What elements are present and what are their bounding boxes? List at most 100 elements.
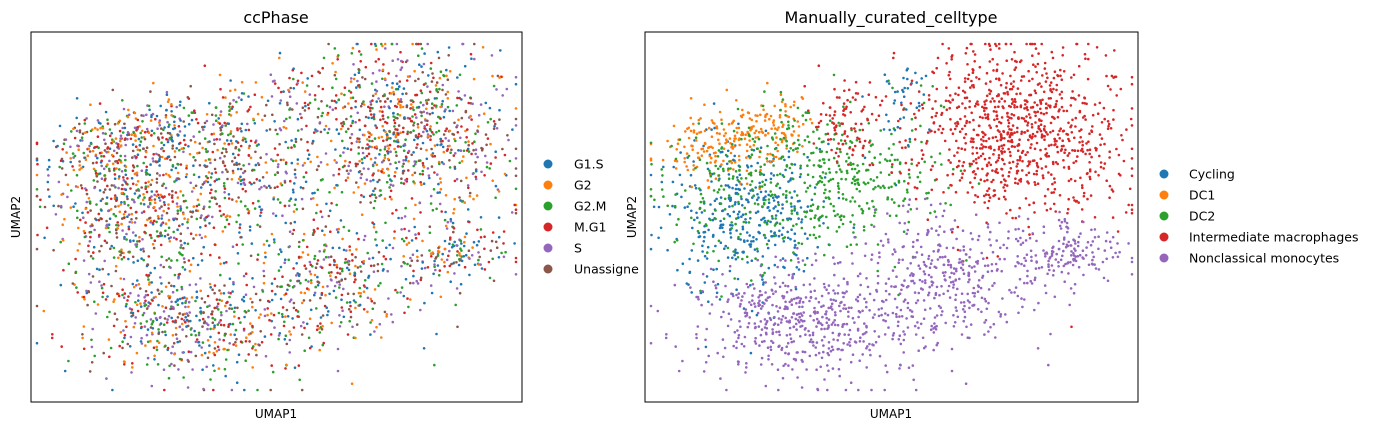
cell-point <box>1018 178 1021 182</box>
cell-point <box>118 139 122 143</box>
cell-point <box>155 345 158 349</box>
cell-point <box>409 119 413 123</box>
cell-point <box>719 223 723 227</box>
cell-point <box>846 135 849 138</box>
cell-point <box>86 154 90 157</box>
cell-point <box>425 111 429 115</box>
cell-point <box>781 218 785 222</box>
cell-point <box>919 124 922 128</box>
cell-point <box>76 291 79 294</box>
cell-point <box>409 264 412 268</box>
cell-point <box>235 243 239 247</box>
cell-point <box>957 86 961 89</box>
cell-point <box>860 207 863 211</box>
cell-point <box>711 218 715 222</box>
cell-point <box>813 216 816 220</box>
cell-point <box>273 186 277 189</box>
cell-point <box>284 140 288 144</box>
cell-point <box>82 151 86 155</box>
cell-point <box>500 251 503 255</box>
cell-point <box>219 128 223 132</box>
cell-point <box>335 263 339 267</box>
cell-point <box>192 186 196 190</box>
cell-point <box>1069 104 1073 107</box>
cell-point <box>826 123 829 126</box>
cell-point <box>469 52 473 56</box>
cell-point <box>278 51 282 55</box>
cell-point <box>935 87 939 91</box>
cell-point <box>1032 201 1036 205</box>
cell-point <box>389 150 392 153</box>
cell-point <box>271 370 275 374</box>
cell-point <box>104 298 108 301</box>
cell-point <box>761 131 765 134</box>
cell-point <box>972 128 976 132</box>
cell-point <box>849 220 852 224</box>
cell-point <box>61 239 65 242</box>
cell-point <box>858 190 861 193</box>
cell-point <box>115 151 119 155</box>
cell-point <box>155 177 159 181</box>
cell-point <box>812 130 815 134</box>
cell-point <box>837 155 840 158</box>
cell-point <box>905 188 909 192</box>
cell-point <box>704 345 708 349</box>
cell-point <box>844 178 848 181</box>
cell-point <box>81 139 84 142</box>
cell-point <box>385 246 388 250</box>
cell-point <box>437 56 441 60</box>
cell-point <box>223 121 226 125</box>
cell-point <box>400 216 404 220</box>
cell-point <box>1058 194 1062 197</box>
cell-point <box>1024 153 1027 157</box>
cell-point <box>426 85 429 88</box>
cell-point <box>828 106 832 109</box>
cell-point <box>120 251 123 255</box>
cell-point <box>311 140 315 143</box>
cell-point <box>506 134 509 137</box>
cell-point <box>313 98 317 101</box>
cell-point <box>206 294 210 298</box>
cell-point <box>489 142 492 146</box>
cell-point <box>153 201 157 204</box>
cell-point <box>151 242 155 246</box>
cell-point <box>660 168 663 171</box>
cell-point <box>48 195 51 198</box>
cell-point <box>752 235 755 239</box>
cell-point <box>910 129 914 132</box>
cell-point <box>105 202 109 205</box>
cell-point <box>845 160 848 163</box>
cell-point <box>799 206 803 209</box>
cell-point <box>127 257 130 261</box>
cell-point <box>815 128 819 131</box>
cell-point <box>281 306 285 309</box>
cell-point <box>309 279 313 282</box>
cell-point <box>428 231 432 235</box>
cell-point <box>448 129 452 133</box>
cell-point <box>211 316 214 320</box>
cell-point <box>460 116 464 120</box>
cell-point <box>96 156 99 160</box>
cell-point <box>426 134 430 138</box>
cell-point <box>87 290 90 293</box>
cell-point <box>127 108 130 112</box>
cell-point <box>178 297 182 301</box>
cell-point <box>123 336 126 340</box>
cell-point <box>131 231 135 234</box>
cell-point <box>117 204 120 208</box>
cell-point <box>180 243 183 247</box>
cell-point <box>173 126 177 130</box>
cell-point <box>735 131 739 134</box>
cell-point <box>185 335 188 338</box>
cell-point <box>935 111 938 115</box>
cell-point <box>277 311 281 315</box>
cell-point <box>170 351 173 355</box>
cell-point <box>1005 81 1008 85</box>
cell-point <box>1122 159 1126 163</box>
cell-point <box>480 146 483 150</box>
cell-point <box>171 139 174 143</box>
cell-point <box>296 279 299 283</box>
cell-point <box>183 217 186 220</box>
cell-point <box>698 187 701 190</box>
cell-point <box>120 201 123 204</box>
